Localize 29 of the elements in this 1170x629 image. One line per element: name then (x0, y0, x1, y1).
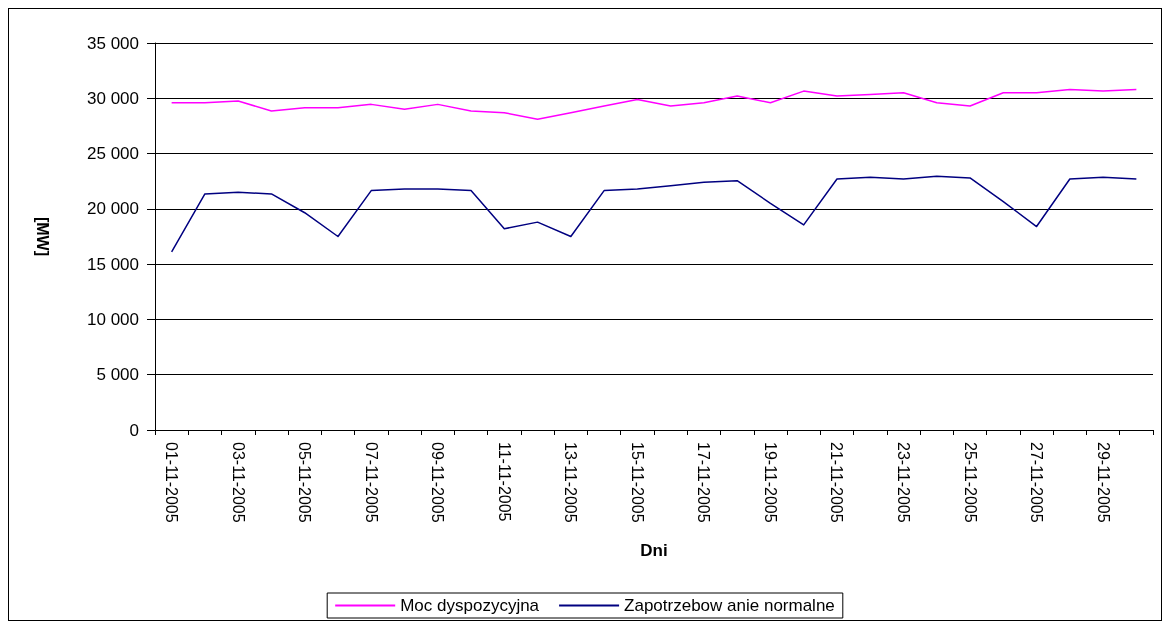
x-tick-label: 27-11-2005 (1028, 442, 1046, 523)
x-tick-label: 29-11-2005 (1094, 442, 1112, 523)
y-axis-title: [MW] (33, 216, 51, 257)
y-tick-label: 25 000 (87, 144, 139, 164)
legend-label: Moc dyspozycyjna (400, 596, 540, 615)
y-tick-label: 10 000 (87, 309, 139, 329)
y-tick-label: 15 000 (87, 254, 139, 274)
x-tick-label: 09-11-2005 (429, 442, 447, 523)
x-tick-label: 15-11-2005 (628, 442, 646, 523)
x-tick-label: 17-11-2005 (695, 442, 713, 523)
legend-label: Zapotrzebow anie normalne (624, 596, 835, 615)
line-series (170, 88, 1138, 121)
x-tick-label: 01-11-2005 (163, 442, 181, 523)
x-tick-label: 11-11-2005 (495, 442, 513, 522)
x-tick-label: 25-11-2005 (961, 442, 979, 523)
y-tick-label: 0 (129, 420, 139, 440)
x-tick-label: 19-11-2005 (761, 442, 779, 523)
x-tick-label: 07-11-2005 (362, 442, 380, 523)
y-tick-label: 30 000 (87, 88, 139, 108)
y-tick-label: 20 000 (87, 199, 139, 219)
x-tick-label: 05-11-2005 (296, 442, 314, 523)
x-tick-label: 21-11-2005 (828, 442, 846, 523)
x-tick-label: 13-11-2005 (562, 442, 580, 523)
x-tick-label: 03-11-2005 (229, 442, 247, 523)
x-tick-label: 23-11-2005 (895, 442, 912, 523)
x-axis-title: Dni (640, 541, 668, 560)
y-tick-label: 35 000 (87, 33, 139, 53)
line-series (170, 175, 1138, 253)
y-tick-label: 5 000 (96, 365, 139, 385)
